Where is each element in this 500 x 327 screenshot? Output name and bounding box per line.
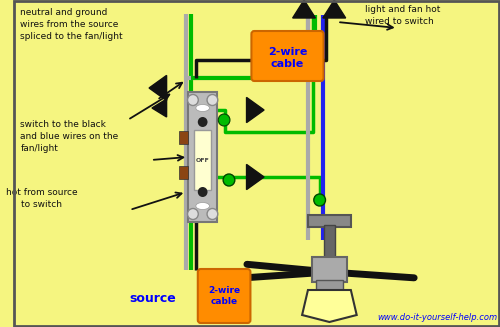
Polygon shape (292, 0, 316, 18)
Polygon shape (323, 0, 345, 18)
Bar (308, 215, 351, 227)
Bar (180, 131, 188, 144)
Text: light and fan hot
wired to switch: light and fan hot wired to switch (366, 5, 441, 26)
Text: switch to the black
and blue wires on the
fan/light: switch to the black and blue wires on th… (20, 120, 118, 153)
Text: www.do-it-yourself-help.com: www.do-it-yourself-help.com (377, 313, 497, 322)
Polygon shape (246, 164, 264, 190)
FancyBboxPatch shape (198, 269, 250, 323)
Text: 2-wire
cable: 2-wire cable (268, 47, 307, 69)
Polygon shape (149, 76, 166, 101)
Circle shape (198, 187, 207, 197)
Circle shape (188, 95, 198, 106)
Bar (312, 257, 347, 282)
Bar (194, 130, 212, 190)
Text: neutral and ground
wires from the source
spliced to the fan/light: neutral and ground wires from the source… (20, 8, 123, 41)
Circle shape (314, 194, 326, 206)
FancyBboxPatch shape (252, 31, 324, 81)
Polygon shape (302, 290, 356, 322)
Circle shape (198, 117, 207, 127)
Bar (188, 92, 218, 222)
Ellipse shape (196, 202, 209, 210)
Text: hot from source
to switch: hot from source to switch (6, 188, 78, 209)
Bar (324, 225, 335, 260)
Circle shape (188, 209, 198, 219)
Bar (316, 280, 343, 290)
Polygon shape (152, 99, 166, 117)
Circle shape (207, 95, 218, 106)
Ellipse shape (196, 105, 209, 112)
Circle shape (223, 174, 235, 186)
Text: OFF: OFF (196, 158, 209, 163)
Circle shape (207, 209, 218, 219)
Text: source: source (130, 291, 176, 304)
Text: 2-wire
cable: 2-wire cable (208, 286, 240, 306)
Polygon shape (246, 97, 264, 123)
Bar (180, 166, 188, 179)
Circle shape (218, 114, 230, 126)
